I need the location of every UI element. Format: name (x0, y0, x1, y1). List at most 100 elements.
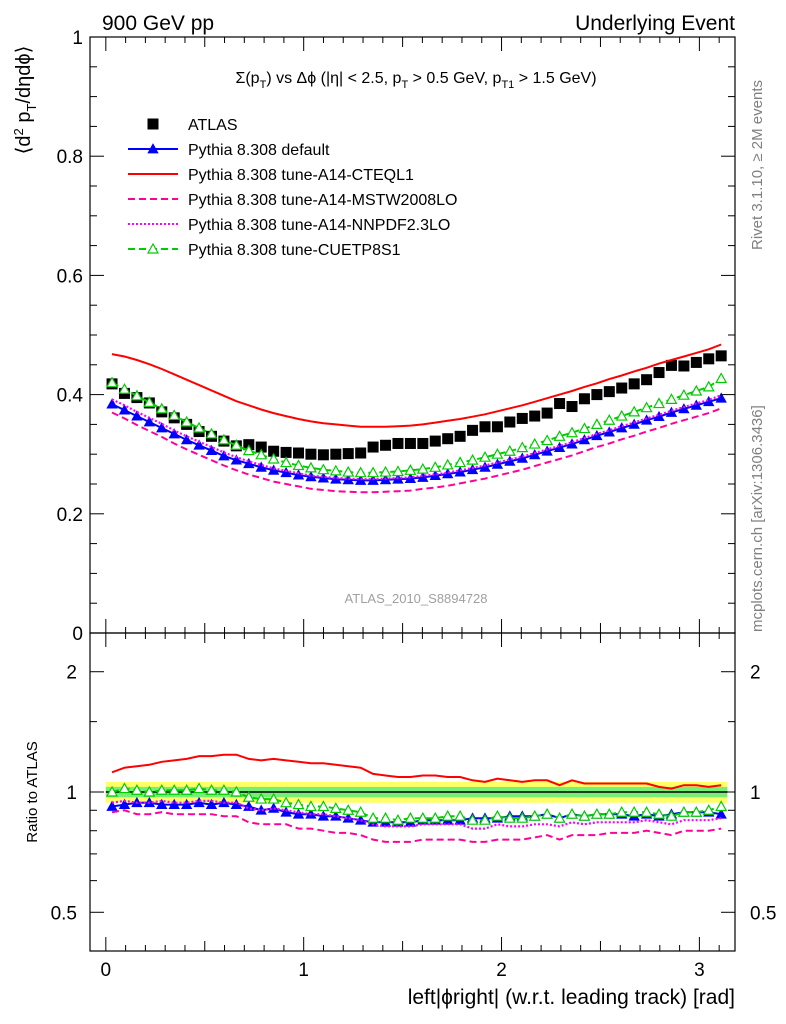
main-series-atlas-point (442, 433, 454, 445)
main-ytick-label: 0.4 (57, 386, 84, 407)
ratio-y-axis-label: Ratio to ATLAS (24, 741, 41, 842)
main-series-pythia-8-308-default-point (715, 392, 727, 403)
main-series-pythia-8-308-tune-cuetp8s1-point (665, 393, 678, 404)
main-series-pythia-8-308-default-point (131, 410, 143, 421)
main-series-pythia-8-308-tune-cuetp8s1-point (677, 388, 690, 400)
ratio-ytick-label: 2 (66, 663, 77, 684)
main-series-pythia-8-308-default-point (143, 416, 156, 427)
ratio-series-pythia-8-308-tune-cuetp8s1-point (342, 804, 355, 815)
main-series-atlas-point (529, 410, 541, 422)
main-series-pythia-8-308-tune-cuetp8s1-point (367, 466, 380, 478)
ratio-series-pythia-8-308-tune-cuetp8s1-point (702, 804, 715, 815)
main-series-atlas-point (641, 374, 653, 386)
main-series-pythia-8-308-tune-cuetp8s1-point (292, 459, 305, 471)
main-series-atlas-point (293, 447, 305, 459)
xtick-label: 3 (694, 960, 705, 981)
main-title: Σ(pT) vs Δϕ (|η| < 2.5, pT > 0.5 GeV, pT… (235, 70, 596, 91)
ratio-series-pythia-8-308-tune-cuetp8s1-point (628, 805, 641, 817)
main-series-pythia-8-308-default-point (541, 445, 553, 456)
main-series-pythia-8-308-default-point (267, 464, 280, 475)
main-series-pythia-8-308-tune-a14-mstw2008lo-line (111, 407, 722, 494)
legend-marker (146, 242, 160, 254)
main-series-atlas-point (603, 386, 615, 398)
main-series-pythia-8-308-default-point (180, 434, 193, 445)
ratio-series-pythia-8-308-tune-cuetp8s1-point (640, 805, 653, 817)
ratio-series-pythia-8-308-tune-cuetp8s1-point (193, 782, 206, 794)
main-series-pythia-8-308-tune-cuetp8s1-point (541, 434, 554, 446)
ratio-series-pythia-8-308-tune-cuetp8s1-point (503, 811, 516, 823)
ratio-ytick-label-right: 1 (750, 783, 761, 804)
main-series-atlas-point (404, 437, 416, 449)
ratio-series-pythia-8-308-tune-cuetp8s1-point (615, 805, 628, 817)
ratio-series-pythia-8-308-tune-cuetp8s1-point (205, 784, 218, 795)
main-series-pythia-8-308-tune-cuetp8s1-point (168, 409, 181, 421)
ratio-series-pythia-8-308-tune-a14-mstw2008lo-line (111, 809, 722, 843)
ratio-series-pythia-8-308-tune-a14-cteql1-line (111, 753, 722, 790)
main-series-atlas-point (678, 360, 690, 372)
ratio-series-pythia-8-308-tune-cuetp8s1-point (379, 811, 392, 823)
ratio-series-pythia-8-308-tune-cuetp8s1-point (478, 813, 492, 825)
legend-item-atlas: ATLAS (147, 117, 238, 134)
ratio-series-pythia-8-308-tune-cuetp8s1-point (255, 792, 268, 804)
ratio-series-pythia-8-308-tune-cuetp8s1-point (230, 785, 243, 797)
ratio-series-pythia-8-308-tune-cuetp8s1-point (242, 791, 255, 802)
main-series-pythia-8-308-default-point (106, 398, 118, 409)
ratio-series-pythia-8-308-tune-cuetp8s1-point (553, 811, 566, 823)
analysis-watermark: ATLAS_2010_S8894728 (345, 591, 488, 606)
ratio-ytick-label: 0.5 (51, 903, 77, 924)
ratio-series-pythia-8-308-tune-cuetp8s1-point (653, 807, 666, 819)
ratio-series-pythia-8-308-default-point (118, 798, 131, 809)
main-panel: 0 0.2 0.4 0.6 0.8 1 Σ(pT) vs Δϕ (|η| < 2.5, p… (11, 28, 736, 645)
legend-label: Pythia 8.308 tune-A14-CTEQL1 (188, 167, 414, 184)
ratio-series-pythia-8-308-tune-cuetp8s1-point (106, 785, 119, 797)
main-series-atlas-point (690, 356, 702, 368)
main-series-pythia-8-308-tune-cuetp8s1-point (640, 401, 653, 413)
ratio-series-pythia-8-308-tune-cuetp8s1-point (280, 796, 293, 808)
main-series-pythia-8-308-tune-cuetp8s1-point (565, 426, 579, 438)
ratio-series-pythia-8-308-tune-cuetp8s1-point (130, 784, 143, 795)
ratio-series-pythia-8-308-tune-cuetp8s1-point (391, 813, 404, 825)
legend-item-pythia-8-308-tune-a14-cteql1: Pythia 8.308 tune-A14-CTEQL1 (128, 167, 414, 184)
main-series-atlas-point (703, 353, 715, 365)
ratio-series-pythia-8-308-tune-cuetp8s1-point (217, 784, 230, 795)
main-series-pythia-8-308-tune-cuetp8s1-point (478, 450, 492, 462)
main-series-atlas-point (628, 378, 640, 390)
main-series-pythia-8-308-tune-cuetp8s1-point (354, 466, 367, 478)
ratio-series-pythia-8-308-tune-cuetp8s1-point (143, 785, 156, 797)
main-series-pythia-8-308-default-point (168, 428, 180, 439)
main-series-atlas-point (665, 359, 677, 371)
main-series-pythia-8-308-default-point (479, 461, 491, 472)
ratio-series-pythia-8-308-tune-cuetp8s1-point (329, 802, 342, 813)
main-series-atlas-point (380, 439, 392, 451)
xtick-label: 1 (298, 960, 309, 981)
main-series-atlas-point (355, 447, 367, 459)
main-series-pythia-8-308-default-point (591, 429, 603, 441)
main-series-atlas-point (491, 421, 503, 433)
ratio-series-pythia-8-308-tune-cuetp8s1-point (466, 813, 479, 825)
main-series-pythia-8-308-tune-cuetp8s1-point (180, 415, 193, 427)
main-series-atlas-point (392, 437, 404, 449)
main-series-atlas-point (591, 389, 603, 401)
main-series-pythia-8-308-tune-cuetp8s1-point (255, 448, 268, 460)
main-series-atlas-point (342, 448, 354, 460)
ratio-series-pythia-8-308-tune-cuetp8s1-point (354, 805, 367, 817)
legend-item-pythia-8-308-tune-cuetp8s1: Pythia 8.308 tune-CUETP8S1 (128, 242, 401, 259)
main-series-atlas-point (280, 446, 292, 458)
main-series-pythia-8-308-tune-cuetp8s1-point (391, 465, 404, 477)
ratio-series-pythia-8-308-default-point (230, 798, 243, 809)
ratio-series-pythia-8-308-tune-cuetp8s1-point (603, 807, 616, 819)
main-series-pythia-8-308-tune-cuetp8s1-point (242, 444, 255, 456)
main-series-pythia-8-308-tune-cuetp8s1-point (267, 452, 280, 464)
main-series-pythia-8-308-tune-cuetp8s1-point (329, 464, 342, 476)
ratio-series-pythia-8-308-tune-cuetp8s1-point (578, 809, 591, 821)
ratio-series-pythia-8-308-tune-cuetp8s1-point (690, 805, 703, 817)
main-series-pythia-8-308-tune-a14-cteql1-line (111, 343, 722, 428)
main-series-pythia-8-308-default-point (255, 461, 267, 472)
main-series-pythia-8-308-tune-cuetp8s1-point (143, 396, 156, 407)
legend-item-pythia-8-308-tune-a14-nnpdf2-3lo: Pythia 8.308 tune-A14-NNPDF2.3LO (128, 217, 450, 234)
main-series-atlas-point (268, 445, 280, 457)
main-series-pythia-8-308-tune-cuetp8s1-point (441, 458, 454, 470)
main-series-pythia-8-308-tune-cuetp8s1-point (628, 405, 641, 417)
ratio-series-pythia-8-308-tune-cuetp8s1-point (491, 809, 504, 821)
